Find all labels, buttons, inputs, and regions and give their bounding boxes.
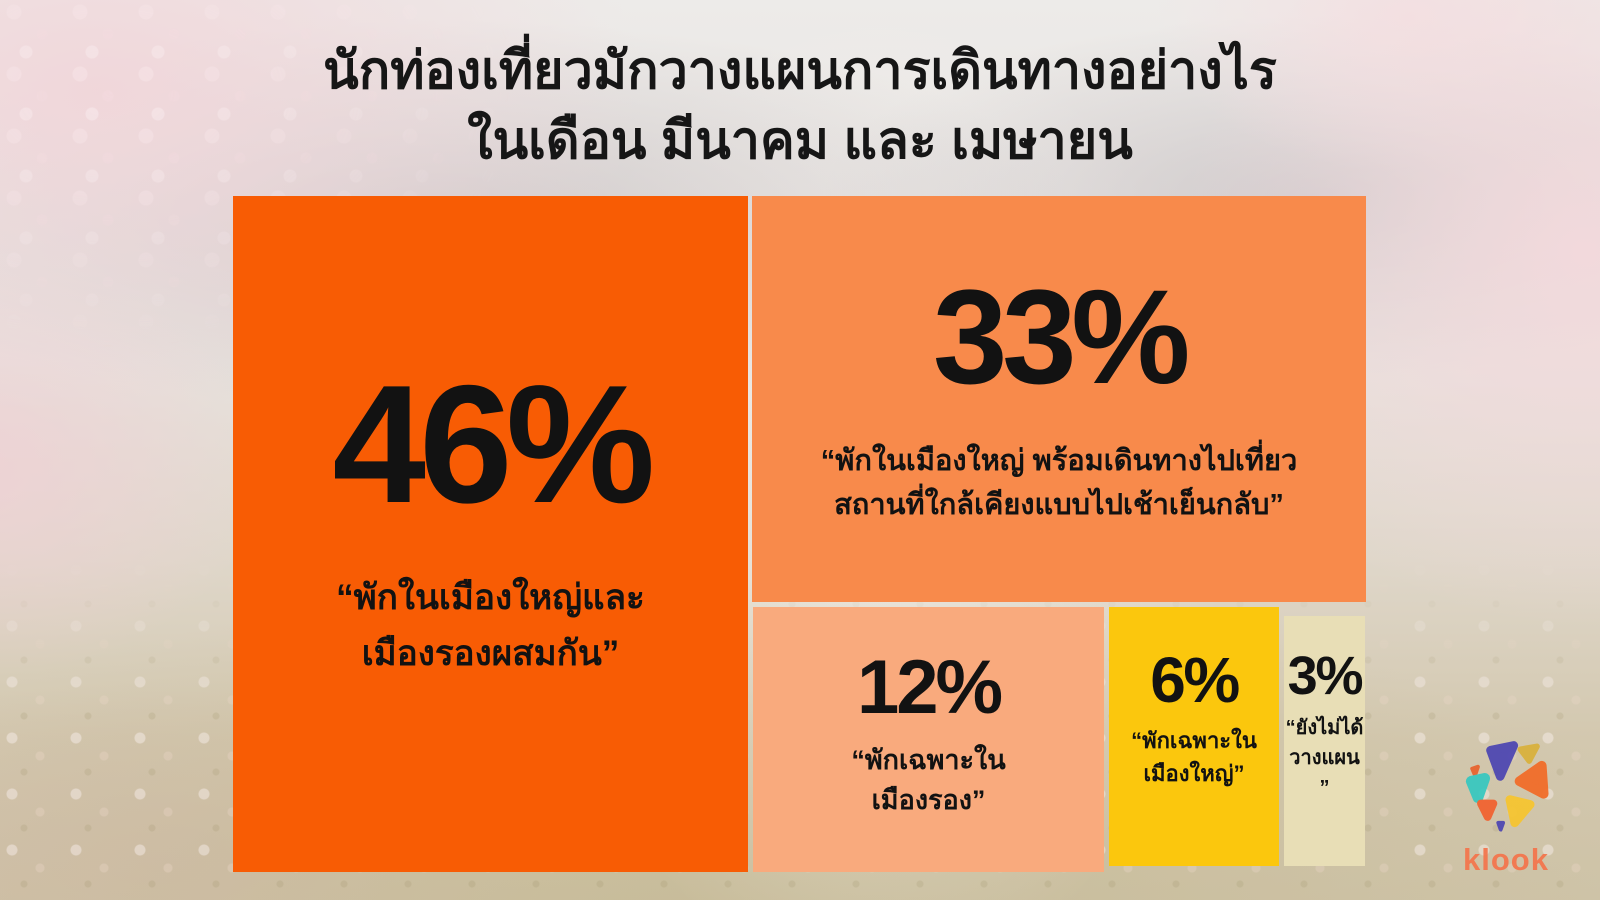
- page-title: นักท่องเที่ยวมักวางแผนการเดินทางอย่างไร …: [0, 36, 1600, 176]
- block-value: 12%: [857, 644, 1003, 730]
- petal-left-teal: [1465, 773, 1491, 803]
- block-caption: “พักเฉพาะใน เมืองรอง”: [851, 744, 1006, 815]
- treemap-block-46pct: 46% “พักในเมืองใหญ่และ เมืองรองผสมกัน”: [233, 196, 748, 872]
- block-value: 46%: [332, 350, 655, 538]
- block-caption: “พักในเมืองใหญ่ พร้อมเดินทางไปเที่ยว สถา…: [820, 445, 1298, 521]
- block-value: 33%: [932, 263, 1190, 412]
- treemap-block-12pct: 12% “พักเฉพาะใน เมืองรอง”: [753, 607, 1104, 872]
- block-caption: “พักเฉพาะใน เมืองใหญ่”: [1131, 727, 1257, 786]
- petal-right-orange: [1514, 760, 1549, 799]
- block-caption: “พักในเมืองใหญ่และ เมืองรองผสมกัน”: [336, 578, 645, 673]
- petal-top-left-orange: [1470, 764, 1480, 778]
- petal-top-right-gold: [1517, 743, 1540, 764]
- petal-bottom-drop-purple: [1496, 820, 1506, 832]
- block-caption: “ยังไม่ได้ วางแผน ”: [1285, 717, 1364, 799]
- treemap-block-33pct: 33% “พักในเมืองใหญ่ พร้อมเดินทางไปเที่ยว…: [752, 196, 1366, 602]
- title-line-1: นักท่องเที่ยวมักวางแผนการเดินทางอย่างไร: [323, 42, 1277, 100]
- title-line-2: ในเดือน มีนาคม และ เมษายน: [467, 112, 1133, 170]
- block-value: 6%: [1150, 643, 1240, 716]
- klook-logo: klook: [1438, 736, 1574, 878]
- petal-bottom-left-red: [1477, 799, 1498, 821]
- treemap-block-6pct: 6% “พักเฉพาะใน เมืองใหญ่”: [1109, 607, 1279, 866]
- block-value: 3%: [1287, 646, 1364, 706]
- klook-wordmark: klook: [1463, 842, 1549, 877]
- treemap-block-3pct: 3% “ยังไม่ได้ วางแผน ”: [1284, 616, 1365, 866]
- petal-bottom-right-yellow: [1505, 795, 1535, 828]
- petal-top-blue: [1486, 741, 1519, 781]
- klook-flower-icon: [1465, 741, 1549, 832]
